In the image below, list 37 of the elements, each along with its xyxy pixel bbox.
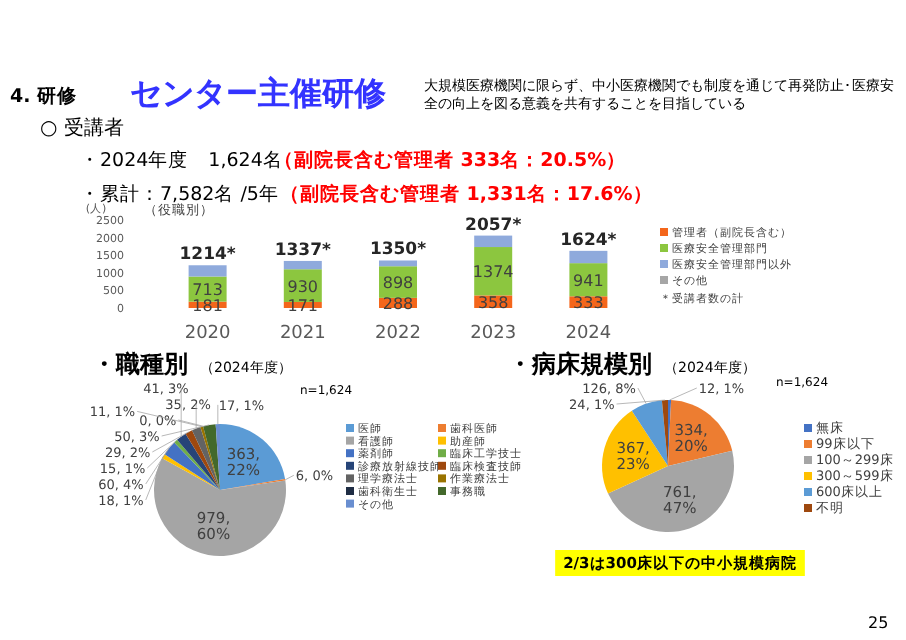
- chart-title: ・病床規模別: [508, 350, 652, 378]
- bar: [379, 260, 417, 267]
- pie-slice: [668, 400, 733, 466]
- pie-slice: [192, 426, 220, 490]
- total-label: 1337*: [274, 240, 333, 261]
- pie-slice: [185, 430, 220, 490]
- text: ・2024年度 1,624名: [80, 148, 283, 172]
- total-label: 1350*: [369, 240, 428, 261]
- x-tick-label: 2024: [565, 324, 612, 344]
- text: センター主催研修: [130, 74, 388, 112]
- bar: [188, 265, 227, 277]
- x-tick-label: 2021: [279, 324, 326, 344]
- x-tick-label: 2023: [470, 324, 517, 344]
- text: （副院長含む管理者 1,331名：17.6%）: [280, 182, 653, 206]
- data-label: 333: [573, 294, 604, 313]
- chart-title: ・職種別: [92, 350, 188, 378]
- pie-slice: [220, 424, 286, 490]
- total-label: 1624*: [560, 230, 618, 251]
- x-tick-label: 2022: [375, 324, 421, 344]
- text: 25: [868, 614, 889, 632]
- pie-slice: [162, 454, 220, 490]
- data-label: 941: [573, 271, 604, 290]
- bar: [474, 235, 513, 248]
- text: ・累計：7,582名 /5年: [80, 182, 279, 206]
- pie-slice: [164, 442, 220, 490]
- data-label: 713: [192, 281, 223, 300]
- data-label: 358: [477, 293, 509, 312]
- text: 4. 研修: [10, 84, 80, 108]
- data-label: 930: [287, 277, 319, 296]
- bar: [283, 260, 322, 270]
- bar: [569, 250, 608, 264]
- text: ○ 受講者: [40, 116, 124, 140]
- total-label: 1214*: [179, 245, 237, 266]
- data-label: 898: [382, 274, 414, 293]
- pie-slice: [661, 400, 668, 466]
- total-label: 2057*: [465, 215, 523, 236]
- x-tick-label: 2020: [184, 324, 232, 344]
